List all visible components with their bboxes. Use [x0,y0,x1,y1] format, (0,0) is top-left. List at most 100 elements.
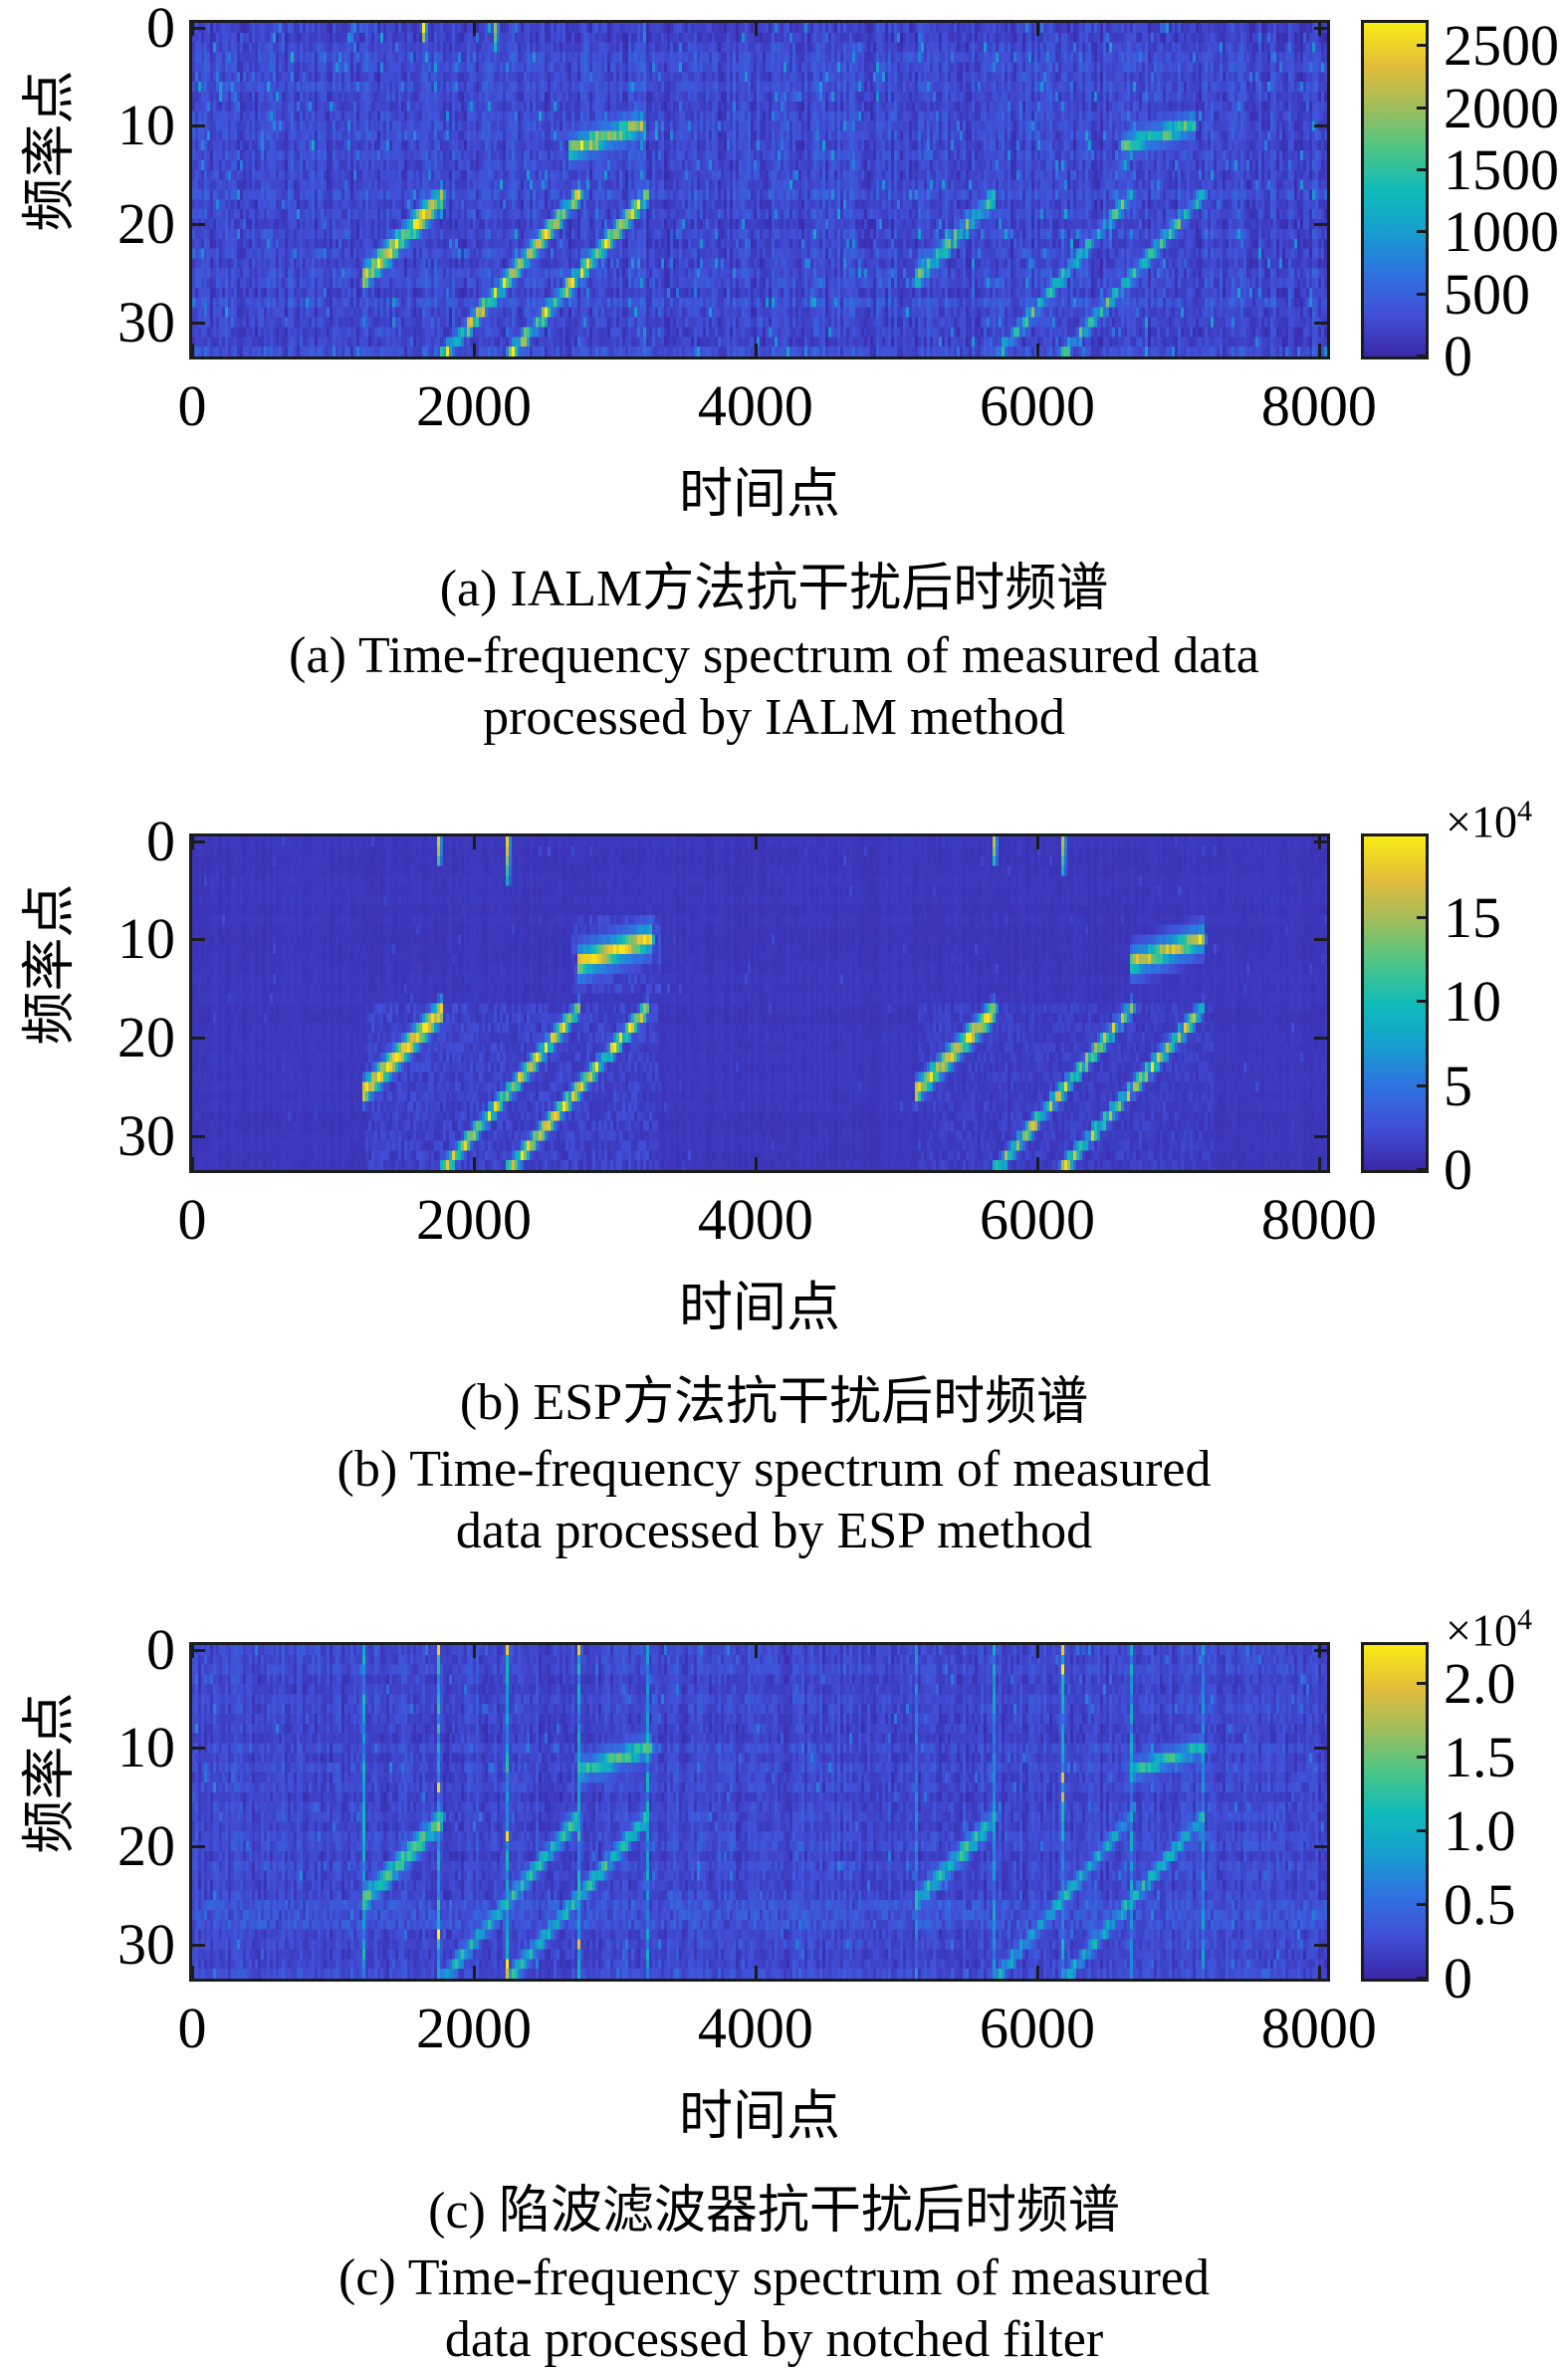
spectrogram-plot-b [189,833,1330,1173]
spectrogram-canvas-a [192,23,1327,356]
y-axis-tick [192,1036,205,1040]
colorbar-gradient [1364,1645,1426,1979]
x-tick-label: 6000 [979,1996,1095,2060]
x-axis-tick [472,23,476,36]
y-tick-label: 10 [117,93,175,158]
spectrogram-plot-c [189,1642,1330,1982]
x-axis-tick [1035,836,1039,849]
x-axis-tick [472,344,476,356]
colorbar-tick-label: 500 [1444,261,1530,327]
x-tick-label: 4000 [697,1187,813,1252]
x-axis-label: 时间点 [679,464,840,524]
y-axis-tick [192,1844,205,1848]
y-axis-tick [1314,1036,1327,1040]
y-axis-tick [192,1747,205,1751]
y-axis-tick [192,1943,205,1947]
x-axis-tick [1035,23,1039,36]
exponent-power: 4 [1516,1603,1532,1636]
exponent-mantissa: ×10 [1446,1604,1517,1656]
y-tick-label: 20 [117,190,175,256]
colorbar-tick-label: 0 [1444,324,1472,388]
colorbar-b [1361,833,1429,1173]
x-axis-tick [754,1966,758,1979]
y-axis-tick [1314,1747,1327,1751]
x-tick-label: 2000 [415,1187,532,1252]
y-tick-label: 10 [117,906,175,972]
x-tick-label: 0 [177,1187,207,1252]
y-axis-tick [1314,124,1327,128]
caption-cn-b: (b) ESP方法抗干扰后时频谱 [459,1374,1089,1431]
colorbar-tick-label: 0 [1444,1946,1472,2011]
y-axis-tick [1314,938,1327,942]
colorbar-tick-label: 1.5 [1444,1724,1516,1789]
caption-en-line1-a: (a) Time-frequency spectrum of measured … [289,627,1259,684]
y-axis-tick [192,124,205,128]
colorbar-tick [1417,355,1426,357]
x-tick-label: 8000 [1260,373,1377,438]
y-tick-label: 0 [146,808,175,873]
exponent-mantissa: ×10 [1446,796,1517,847]
colorbar-tick-label: 15 [1444,885,1501,951]
x-tick-label: 4000 [697,373,813,438]
x-axis-tick [191,1157,194,1170]
colorbar-tick-label: 10 [1444,969,1501,1035]
colorbar-tick-label: 5 [1444,1053,1472,1118]
x-axis-tick [1035,1645,1039,1658]
spectrogram-plot-a [189,20,1330,359]
caption-en-line2-c: data processed by notched filter [444,2311,1104,2368]
x-axis-tick [754,1157,758,1170]
caption-cn-c: (c) 陷波滤波器抗干扰后时频谱 [428,2183,1120,2240]
y-tick-label: 30 [117,289,175,355]
y-axis-tick [1314,1648,1327,1652]
colorbar-tick-label: 2000 [1444,75,1559,140]
y-axis-tick [1314,1844,1327,1848]
colorbar-tick [1417,1828,1426,1832]
y-axis-tick [1314,1943,1327,1947]
y-tick-label: 30 [117,1102,175,1168]
colorbar-tick [1417,1755,1426,1759]
y-tick-label: 0 [146,0,175,60]
y-axis-tick [1314,839,1327,843]
x-tick-label: 2000 [415,1996,532,2060]
spectrogram-canvas-b [192,836,1327,1170]
colorbar-tick-label: 1500 [1444,137,1559,203]
exponent-power: 4 [1516,795,1532,828]
colorbar-tick [1417,230,1426,234]
colorbar-tick [1417,1000,1426,1004]
colorbar-tick [1417,168,1426,172]
x-tick-label: 6000 [979,1187,1095,1252]
y-tick-label: 20 [117,1004,175,1069]
x-axis-tick [754,23,758,36]
x-tick-label: 8000 [1260,1996,1377,2060]
caption-en-line2-a: processed by IALM method [483,689,1065,746]
colorbar-tick [1417,1977,1426,1980]
y-axis-tick [192,938,205,942]
colorbar-tick [1417,106,1426,110]
x-axis-tick [754,344,758,356]
colorbar-tick-label: 1000 [1444,199,1559,265]
y-axis-tick [1314,26,1327,30]
x-axis-tick [1317,1157,1321,1170]
colorbar-tick-label: 0 [1444,1137,1472,1202]
colorbar-exponent-label-c: ×104 [1446,1603,1532,1656]
colorbar-tick [1417,1902,1426,1906]
x-axis-tick [191,1966,194,1979]
colorbar-tick [1417,1083,1426,1087]
x-axis-tick [1317,344,1321,356]
colorbar-tick-label: 2500 [1444,13,1559,79]
x-axis-tick [472,836,476,849]
colorbar-tick-label: 2.0 [1444,1650,1516,1716]
x-axis-tick [1317,1966,1321,1979]
x-axis-tick [1035,1157,1039,1170]
y-axis-tick [1314,1134,1327,1138]
colorbar-tick [1417,44,1426,48]
y-axis-tick [1314,321,1327,325]
x-axis-tick [191,344,194,356]
x-axis-tick [1035,1966,1039,1979]
caption-cn-a: (a) IALM方法抗干扰后时频谱 [439,561,1109,617]
y-axis-tick [192,26,205,30]
y-axis-tick [192,1648,205,1652]
x-axis-tick [472,1966,476,1979]
y-tick-label: 20 [117,1812,175,1878]
